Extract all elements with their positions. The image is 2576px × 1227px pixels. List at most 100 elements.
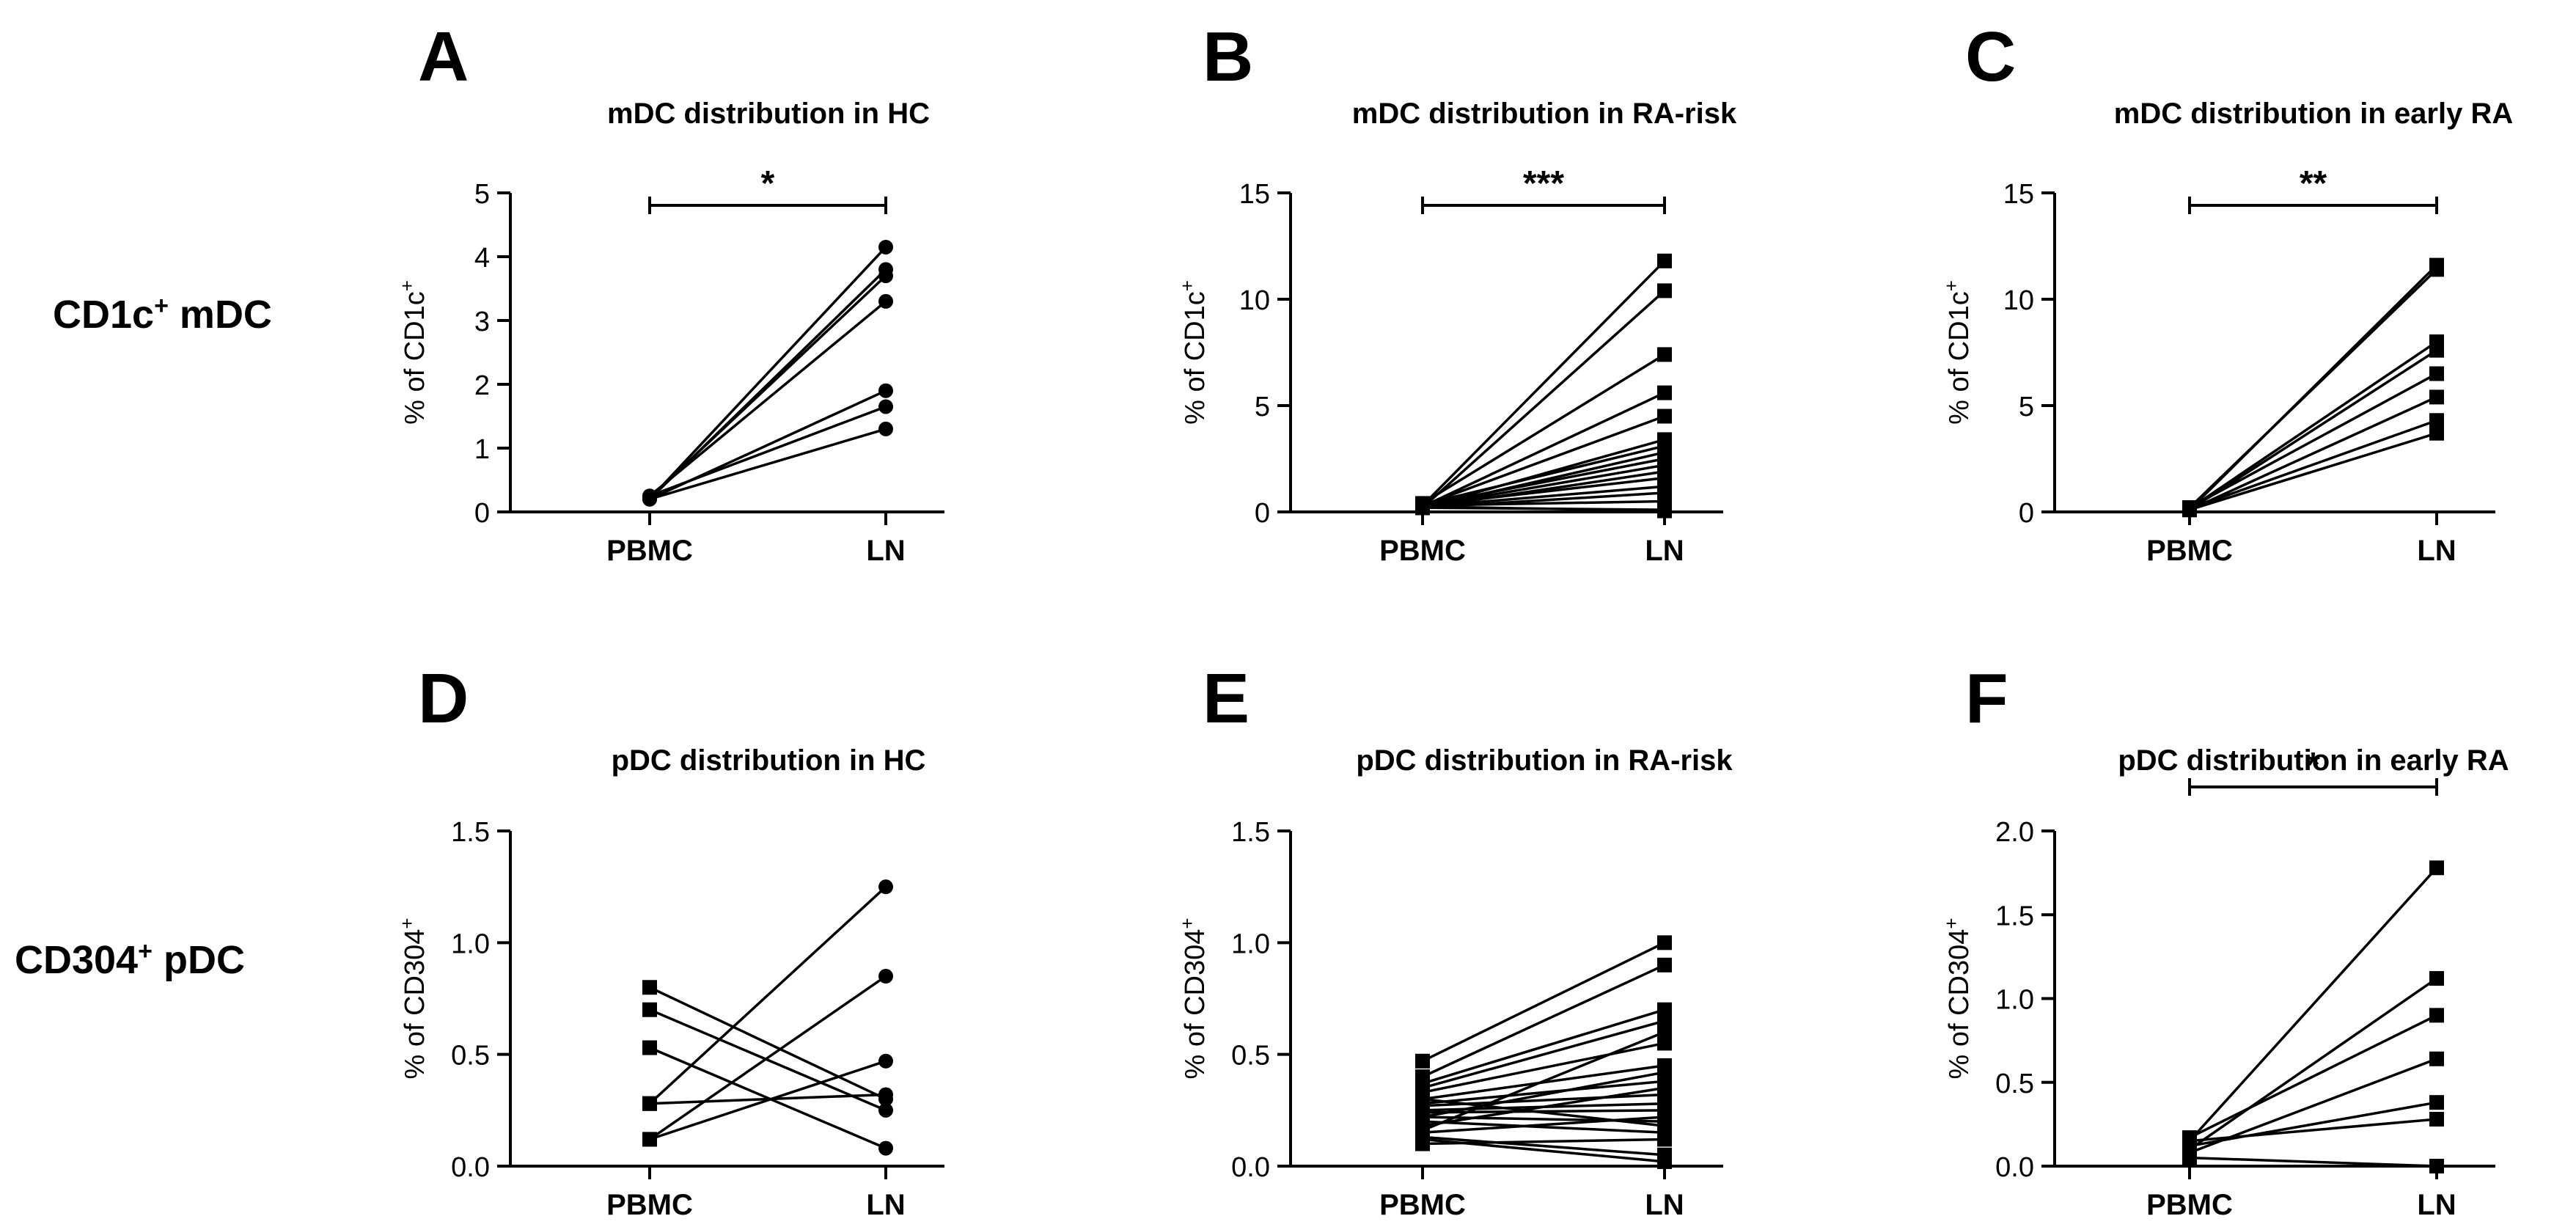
data-point — [1415, 1053, 1430, 1069]
y-tick-label: 2 — [474, 370, 490, 401]
data-point — [2429, 413, 2444, 428]
data-point — [2182, 502, 2197, 518]
data-point — [1657, 1154, 1672, 1169]
pair-line — [2189, 419, 2437, 510]
row-label-rest: mDC — [168, 293, 272, 337]
data-point — [2429, 860, 2444, 876]
pair-line — [648, 246, 887, 500]
data-point — [878, 1102, 893, 1118]
data-point — [1657, 1080, 1672, 1096]
pair-line — [1422, 353, 1665, 505]
x-tick-label: PBMC — [606, 535, 693, 567]
data-point — [642, 491, 657, 507]
row-label-rest: pDC — [152, 938, 245, 982]
y-tick-label: 0.5 — [451, 1041, 490, 1072]
data-point — [2429, 262, 2444, 277]
significance-label: * — [761, 164, 775, 203]
data-point — [878, 969, 893, 984]
y-tick-label: 4 — [474, 243, 490, 274]
pair-line — [1421, 290, 1666, 509]
pair-line — [1422, 1019, 1665, 1090]
row-label-main: CD1c — [53, 293, 155, 337]
data-point — [1657, 1025, 1672, 1040]
row-label-cd1c-mdc: CD1c+ mDC — [53, 292, 272, 337]
y-tick-label: 5 — [474, 179, 490, 210]
y-tick-label: 0.0 — [1231, 1152, 1270, 1183]
row-label-sup: + — [154, 292, 169, 320]
significance-label: ** — [2300, 164, 2327, 203]
data-point — [2429, 1051, 2444, 1066]
pair-line — [1422, 457, 1665, 508]
data-point — [1657, 1065, 1672, 1080]
pair-line — [1422, 438, 1665, 509]
data-point — [2182, 1133, 2197, 1149]
data-point — [878, 421, 893, 436]
x-tick-label: LN — [1645, 1189, 1684, 1221]
significance-label: * — [2306, 746, 2320, 785]
y-tick-label: 0.5 — [1231, 1041, 1270, 1072]
pair-line — [2189, 1156, 2437, 1168]
panel-title: mDC distribution in HC — [607, 98, 930, 130]
pair-line — [649, 1008, 887, 1112]
panel-title: pDC distribution in early RA — [2118, 744, 2509, 777]
pair-line — [1422, 1135, 1665, 1157]
data-point — [1415, 1091, 1430, 1107]
data-point — [2429, 1112, 2444, 1127]
data-point — [1415, 1109, 1430, 1124]
pair-line — [1422, 392, 1665, 508]
panel-letter: D — [418, 659, 469, 738]
data-point — [1657, 1036, 1672, 1051]
data-point — [1657, 935, 1672, 951]
x-tick-label: LN — [866, 1189, 905, 1221]
y-tick-label: 1.0 — [1995, 985, 2034, 1016]
pair-line — [2189, 372, 2437, 509]
data-point — [1657, 1132, 1672, 1147]
data-point — [1415, 1136, 1430, 1151]
pair-line — [2188, 867, 2438, 1142]
y-axis-label: % of CD304+ — [396, 917, 430, 1079]
pair-line — [1422, 505, 1665, 513]
data-point — [1657, 1002, 1672, 1017]
y-tick-label: 5 — [2019, 392, 2034, 422]
pair-line — [1422, 414, 1665, 507]
data-point — [2429, 366, 2444, 381]
data-point — [878, 399, 893, 414]
y-axis-label: % of CD1c+ — [1176, 280, 1211, 425]
y-tick-label: 0.5 — [1995, 1069, 2034, 1099]
panel-title: pDC distribution in RA-risk — [1356, 744, 1733, 777]
pair-line — [1422, 964, 1665, 1078]
y-tick-label: 15 — [1239, 179, 1270, 210]
pair-line — [2189, 395, 2437, 511]
pair-line — [649, 428, 887, 501]
data-point — [2429, 1159, 2444, 1173]
pair-line — [648, 885, 887, 1105]
pair-line — [1422, 1030, 1665, 1132]
x-tick-label: LN — [2417, 535, 2456, 567]
x-tick-label: PBMC — [1379, 1189, 1466, 1221]
x-tick-label: PBMC — [606, 1189, 693, 1221]
panel-title: mDC distribution in RA-risk — [1352, 98, 1737, 130]
data-point — [1657, 347, 1672, 362]
y-axis-label: % of CD304+ — [1940, 917, 1975, 1079]
pair-line — [2189, 340, 2437, 510]
data-point — [642, 1132, 657, 1147]
pair-line — [1422, 499, 1665, 508]
data-point — [642, 980, 657, 995]
pair-line — [1422, 444, 1665, 506]
x-tick-label: LN — [866, 535, 905, 567]
pair-line — [1422, 1071, 1665, 1118]
pair-line — [1422, 1080, 1665, 1105]
data-point — [2182, 1150, 2197, 1165]
pair-line — [1422, 1097, 1665, 1127]
pair-line — [1422, 485, 1665, 508]
y-tick-label: 15 — [2003, 179, 2034, 210]
pair-line — [1422, 1116, 1665, 1135]
data-point — [642, 1040, 657, 1055]
data-point — [878, 1053, 893, 1069]
